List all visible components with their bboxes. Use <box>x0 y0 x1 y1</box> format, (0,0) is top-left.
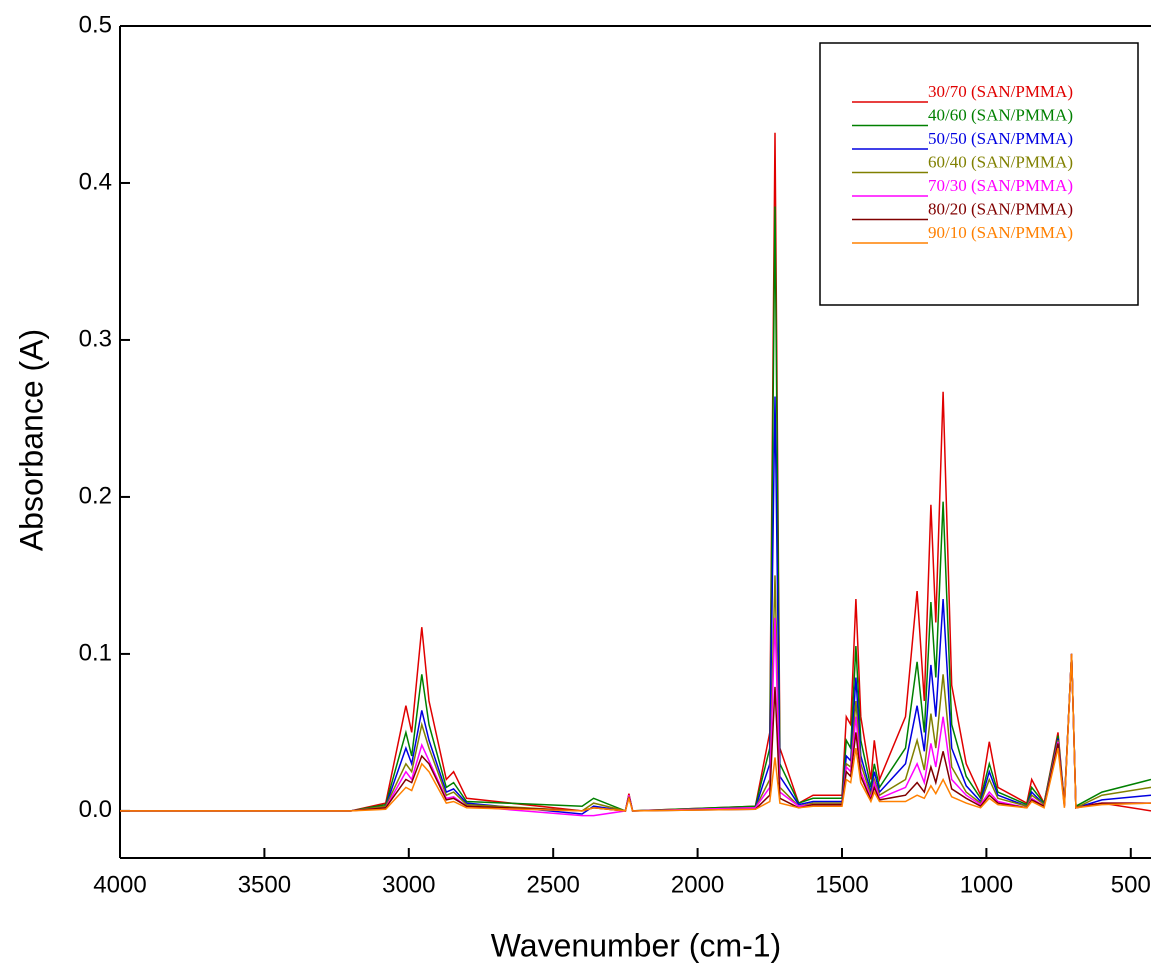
x-tick-label: 1000 <box>960 871 1013 898</box>
x-tick-label: 500 <box>1111 871 1151 898</box>
y-tick-label: 0.0 <box>79 796 112 823</box>
legend-label: 40/60 (SAN/PMMA) <box>928 105 1073 124</box>
legend-label: 30/70 (SAN/PMMA) <box>928 82 1073 101</box>
y-tick-label: 0.2 <box>79 482 112 509</box>
x-tick-label: 3500 <box>238 871 291 898</box>
x-tick-label: 2000 <box>671 871 724 898</box>
x-axis-label: Wavenumber (cm-1) <box>491 927 781 963</box>
y-tick-label: 0.1 <box>79 639 112 666</box>
legend-label: 60/40 (SAN/PMMA) <box>928 152 1073 171</box>
legend-label: 80/20 (SAN/PMMA) <box>928 199 1073 218</box>
x-tick-label: 3000 <box>382 871 435 898</box>
y-tick-label: 0.5 <box>79 11 112 38</box>
legend-label: 90/10 (SAN/PMMA) <box>928 223 1073 242</box>
spectrum-line <box>120 653 1151 812</box>
x-tick-label: 4000 <box>93 871 146 898</box>
plot-area <box>120 132 1151 817</box>
spectrum-line <box>120 396 1151 815</box>
x-tick-label: 1500 <box>815 871 868 898</box>
y-tick-label: 0.3 <box>79 325 112 352</box>
legend-label: 70/30 (SAN/PMMA) <box>928 176 1073 195</box>
y-axis-label: Absorbance (A) <box>13 329 49 551</box>
x-tick-label: 2500 <box>526 871 579 898</box>
legend-label: 50/50 (SAN/PMMA) <box>928 129 1073 148</box>
legend-box <box>819 42 1139 306</box>
y-tick-label: 0.4 <box>79 168 112 195</box>
